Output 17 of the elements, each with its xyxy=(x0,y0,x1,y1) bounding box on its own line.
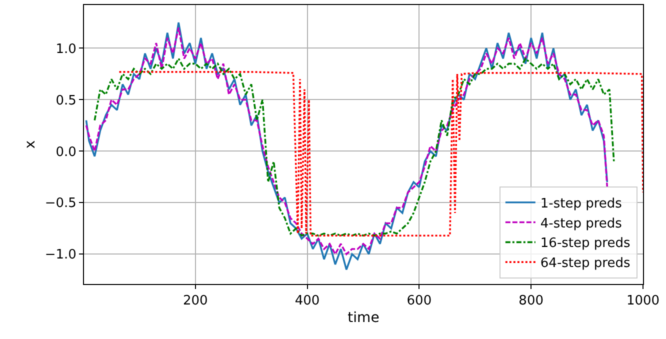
y-axis-title: x xyxy=(22,140,38,149)
y-tick-label: 0.5 xyxy=(56,93,76,108)
x-tick-label: 200 xyxy=(182,294,208,309)
y-tick-label: 0.0 xyxy=(56,144,76,160)
legend-label: 1-step preds xyxy=(540,196,622,212)
legend-label: 4-step preds xyxy=(540,216,622,232)
legend-label: 64-step preds xyxy=(540,256,630,272)
x-axis-title: time xyxy=(348,310,380,326)
legend-label: 16-step preds xyxy=(540,236,630,252)
y-tick-label: −1.0 xyxy=(44,248,76,263)
x-tick-label: 400 xyxy=(294,294,320,309)
y-tick-label: 1.0 xyxy=(56,42,76,57)
line-series xyxy=(118,71,643,237)
x-tick-label: 1000 xyxy=(626,294,660,309)
y-tick-label: −0.5 xyxy=(44,196,76,212)
x-tick-label: 800 xyxy=(518,294,544,309)
x-tick-label: 600 xyxy=(406,294,432,309)
